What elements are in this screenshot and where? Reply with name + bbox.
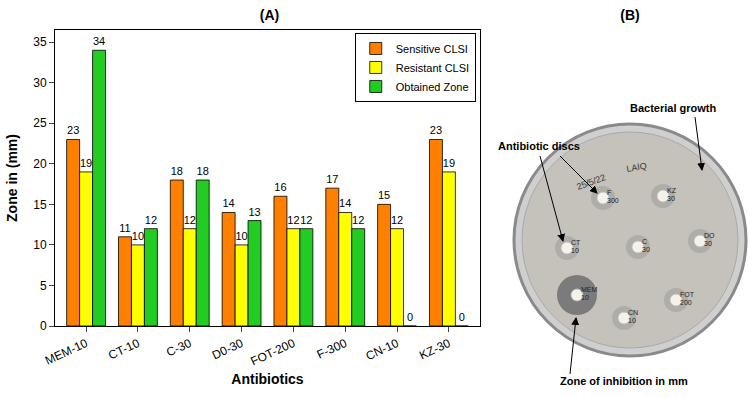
svg-text:C: C [642,238,647,245]
svg-text:FOT: FOT [680,291,695,298]
svg-text:F: F [607,189,611,196]
svg-text:CT-10: CT-10 [106,336,142,363]
svg-text:Antibiotic discs: Antibiotic discs [498,140,580,152]
svg-text:5: 5 [40,279,47,293]
svg-text:D0-30: D0-30 [210,336,246,363]
svg-text:15: 15 [378,189,390,201]
svg-text:0: 0 [459,311,465,323]
svg-text:200: 200 [680,299,692,306]
svg-text:C-30: C-30 [164,336,194,360]
svg-text:CT: CT [571,239,581,246]
svg-text:19: 19 [443,157,455,169]
svg-text:19: 19 [80,157,92,169]
svg-text:18: 18 [197,165,209,177]
svg-text:MEM: MEM [581,286,598,293]
svg-text:23: 23 [430,124,442,136]
svg-text:13: 13 [248,206,260,218]
svg-text:Antibiotics: Antibiotics [231,371,304,387]
svg-text:F-300: F-300 [315,336,350,362]
svg-text:10: 10 [571,247,579,254]
svg-text:30: 30 [704,240,712,247]
svg-text:16: 16 [274,181,286,193]
svg-text:25/5/22: 25/5/22 [575,172,607,192]
svg-text:12: 12 [391,214,403,226]
svg-text:300: 300 [607,197,619,204]
svg-text:KZ-30: KZ-30 [417,336,453,363]
svg-text:Resistant CLSI: Resistant CLSI [396,62,469,74]
svg-text:11: 11 [119,222,130,234]
svg-text:Bacterial growth: Bacterial growth [630,102,716,114]
svg-text:20: 20 [33,157,47,171]
svg-text:10: 10 [33,238,47,252]
svg-text:18: 18 [171,165,183,177]
svg-text:Sensitive CLSI: Sensitive CLSI [396,43,468,55]
svg-text:15: 15 [33,198,47,212]
svg-text:10: 10 [235,230,247,242]
svg-text:30: 30 [33,76,47,90]
svg-text:(B): (B) [620,7,639,23]
svg-text:KZ: KZ [667,187,677,194]
svg-text:17: 17 [326,173,338,185]
svg-text:CN: CN [628,309,638,316]
svg-text:25: 25 [33,116,47,130]
svg-text:14: 14 [223,197,235,209]
svg-text:14: 14 [339,197,351,209]
svg-text:12: 12 [287,214,299,226]
svg-text:12: 12 [300,214,312,226]
svg-text:0: 0 [407,311,413,323]
svg-text:Zone of inhibition in mm: Zone of inhibition in mm [560,375,688,387]
svg-text:10: 10 [581,294,589,301]
svg-text:0: 0 [40,319,47,333]
svg-text:Obtained Zone: Obtained Zone [396,81,469,93]
svg-text:12: 12 [184,214,196,226]
svg-text:LAIQ: LAIQ [626,161,648,174]
svg-text:35: 35 [33,35,47,49]
svg-text:CN-10: CN-10 [364,336,402,363]
svg-text:12: 12 [352,214,364,226]
svg-text:MEM-10: MEM-10 [43,336,90,368]
svg-text:10: 10 [132,230,144,242]
svg-text:23: 23 [67,124,79,136]
svg-text:12: 12 [145,214,157,226]
svg-text:10: 10 [628,317,636,324]
svg-text:FOT-200: FOT-200 [248,336,297,369]
svg-text:DO: DO [704,232,715,239]
svg-text:34: 34 [93,35,105,47]
svg-text:30: 30 [642,246,650,253]
svg-text:30: 30 [667,195,675,202]
svg-text:Zone in (mm): Zone in (mm) [4,134,20,222]
svg-text:(A): (A) [260,7,279,23]
